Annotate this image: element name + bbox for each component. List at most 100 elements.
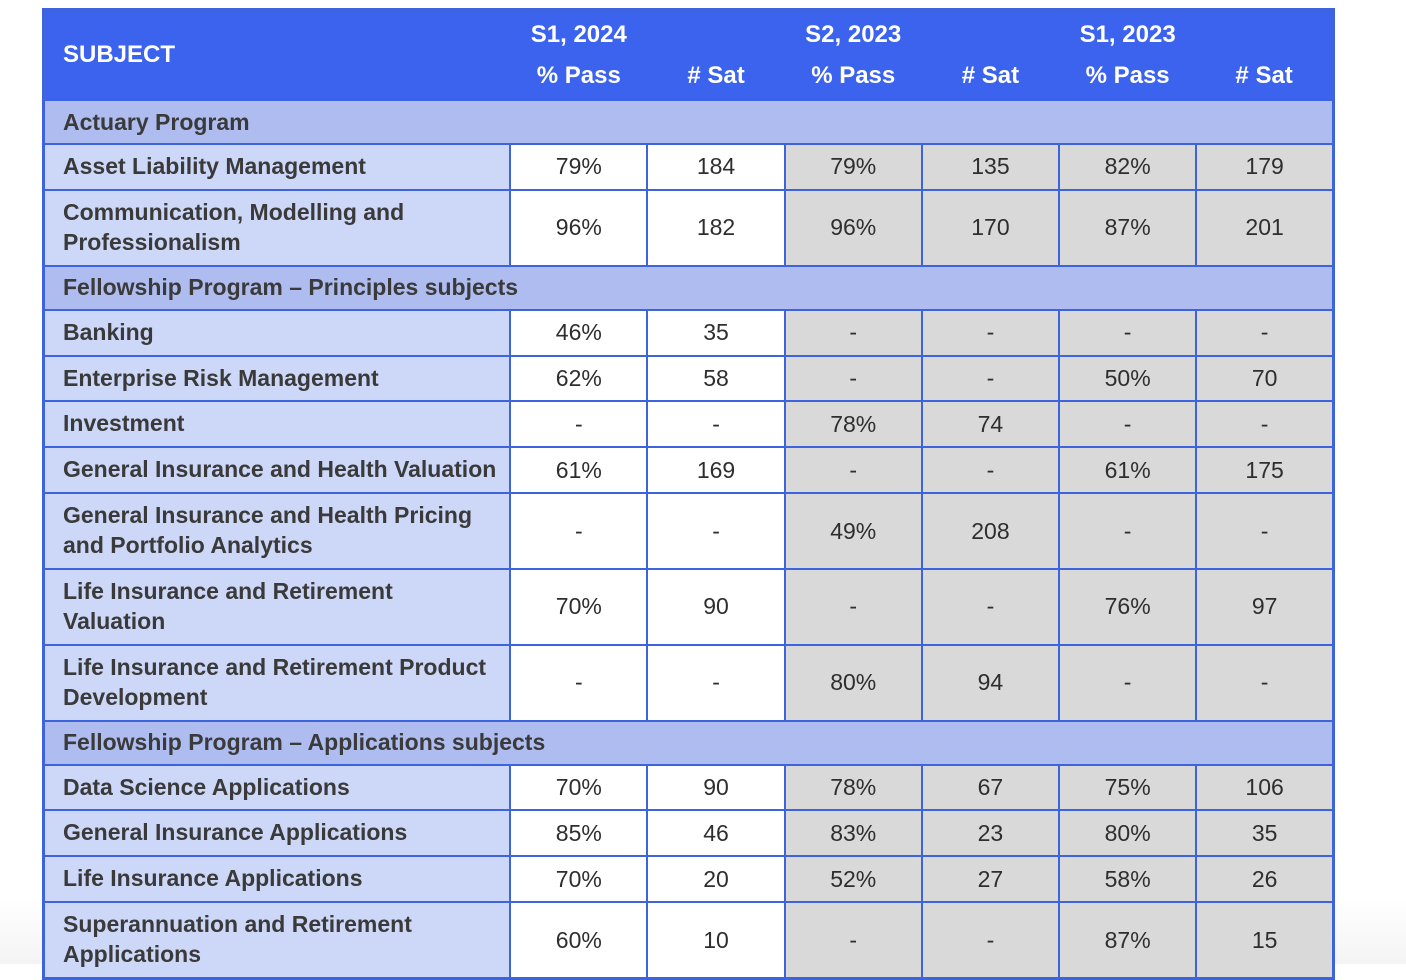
value-cell: 46 xyxy=(646,809,786,858)
value-cell: 96% xyxy=(783,188,923,267)
value-cell: 76% xyxy=(1058,568,1198,646)
value-cell: - xyxy=(920,354,1061,403)
table-row: General Insurance and Health Pricing and… xyxy=(42,492,1335,571)
section-header-row: Actuary Program xyxy=(42,99,1335,145)
value-cell: - xyxy=(1058,643,1198,722)
section-title: Actuary Program xyxy=(42,99,1335,145)
subject-column-header: SUBJECT xyxy=(43,9,511,100)
period-label xyxy=(1196,14,1332,56)
column-header-s1-2023-sat: # Sat xyxy=(1196,9,1334,100)
value-cell: 23 xyxy=(920,809,1061,858)
section-title: Fellowship Program – Principles subjects xyxy=(42,264,1335,311)
value-cell: - xyxy=(1195,400,1335,449)
column-header-s2-2023-sat: # Sat xyxy=(921,9,1060,100)
subject-cell: Asset Liability Management xyxy=(42,143,512,191)
value-cell: 61% xyxy=(1058,446,1198,495)
table-row: Life Insurance and Retirement Valuation 7… xyxy=(42,568,1335,646)
value-cell: 58 xyxy=(646,354,786,403)
value-cell: 78% xyxy=(783,400,923,449)
column-header-s2-2023-pass: S2, 2023 % Pass xyxy=(784,9,922,100)
value-cell: 78% xyxy=(783,763,923,812)
value-cell: 170 xyxy=(920,188,1061,267)
value-cell: 49% xyxy=(783,492,923,571)
metric-label: # Sat xyxy=(687,62,745,89)
value-cell: 184 xyxy=(646,143,786,191)
value-cell: - xyxy=(783,446,923,495)
value-cell: - xyxy=(783,901,923,980)
value-cell: - xyxy=(783,354,923,403)
value-cell: 74 xyxy=(920,400,1061,449)
value-cell: 87% xyxy=(1058,901,1198,980)
value-cell: 58% xyxy=(1058,855,1198,904)
value-cell: - xyxy=(1058,400,1198,449)
value-cell: 10 xyxy=(646,901,786,980)
column-header-s1-2023-pass: S1, 2023 % Pass xyxy=(1059,9,1197,100)
subject-cell: Enterprise Risk Management xyxy=(42,354,512,403)
subject-cell: Banking xyxy=(42,308,512,357)
value-cell: 70% xyxy=(509,568,649,646)
value-cell: - xyxy=(646,643,786,722)
value-cell: 79% xyxy=(783,143,923,191)
subject-cell: Communication, Modelling and Professiona… xyxy=(42,188,512,267)
section-header-row: Fellowship Program – Principles subjects xyxy=(42,264,1335,311)
metric-label: % Pass xyxy=(1085,62,1170,89)
table-row: General Insurance and Health Valuation 61… xyxy=(42,446,1335,495)
value-cell: 208 xyxy=(920,492,1061,571)
value-cell: 75% xyxy=(1058,763,1198,812)
subject-cell: Data Science Applications xyxy=(42,763,512,812)
value-cell: 97 xyxy=(1195,568,1335,646)
value-cell: 201 xyxy=(1195,188,1335,267)
value-cell: - xyxy=(920,568,1061,646)
table-body: Actuary Program Asset Liability Managemen… xyxy=(42,99,1335,980)
value-cell: 70% xyxy=(509,855,649,904)
table-row: Investment - -78% 74- - xyxy=(42,400,1335,449)
table-row: General Insurance Applications 85% 46 83% 23… xyxy=(42,809,1335,858)
value-cell: 50% xyxy=(1058,354,1198,403)
value-cell: - xyxy=(1195,492,1335,571)
exam-results-table: SUBJECT S1, 2024 % Pass # Sat S2, 2023 %… xyxy=(42,8,1335,980)
value-cell: 82% xyxy=(1058,143,1198,191)
subject-cell: General Insurance and Health Pricing and… xyxy=(42,492,512,571)
value-cell: 52% xyxy=(783,855,923,904)
section-title: Fellowship Program – Applications subjec… xyxy=(42,719,1335,766)
metric-label: % Pass xyxy=(811,62,896,89)
value-cell: - xyxy=(509,400,649,449)
value-cell: 35 xyxy=(1195,809,1335,858)
value-cell: 135 xyxy=(920,143,1061,191)
value-cell: 61% xyxy=(509,446,649,495)
value-cell: 169 xyxy=(646,446,786,495)
table-row: Life Insurance Applications 70% 20 52% 27 58%… xyxy=(42,855,1335,904)
value-cell: 15 xyxy=(1195,901,1335,980)
period-label xyxy=(647,14,784,56)
value-cell: 67 xyxy=(920,763,1061,812)
subject-cell: Life Insurance and Retirement Product De… xyxy=(42,643,512,722)
value-cell: 87% xyxy=(1058,188,1198,267)
value-cell: 70% xyxy=(509,763,649,812)
value-cell: - xyxy=(1195,643,1335,722)
section-header-row: Fellowship Program – Applications subjec… xyxy=(42,719,1335,766)
value-cell: 179 xyxy=(1195,143,1335,191)
value-cell: 90 xyxy=(646,568,786,646)
value-cell: - xyxy=(783,568,923,646)
value-cell: - xyxy=(920,308,1061,357)
value-cell: 70 xyxy=(1195,354,1335,403)
metric-label: # Sat xyxy=(961,62,1020,89)
value-cell: 90 xyxy=(646,763,786,812)
value-cell: - xyxy=(509,643,649,722)
table-header: SUBJECT S1, 2024 % Pass # Sat S2, 2023 %… xyxy=(43,9,1334,100)
value-cell: 46% xyxy=(509,308,649,357)
table-row: Life Insurance and Retirement Product De… xyxy=(42,643,1335,722)
value-cell: 80% xyxy=(1058,809,1198,858)
subject-cell: Investment xyxy=(42,400,512,449)
header-row: SUBJECT S1, 2024 % Pass # Sat S2, 2023 %… xyxy=(43,9,1334,100)
value-cell: - xyxy=(920,446,1061,495)
value-cell: 35 xyxy=(646,308,786,357)
subject-cell: General Insurance Applications xyxy=(42,809,512,858)
column-header-s1-2024-pass: S1, 2024 % Pass xyxy=(510,9,648,100)
value-cell: - xyxy=(646,492,786,571)
period-label: S1, 2023 xyxy=(1079,21,1176,48)
table-row: Superannuation and Retirement Applicatio… xyxy=(42,901,1335,980)
value-cell: - xyxy=(509,492,649,571)
value-cell: 20 xyxy=(646,855,786,904)
value-cell: 175 xyxy=(1195,446,1335,495)
